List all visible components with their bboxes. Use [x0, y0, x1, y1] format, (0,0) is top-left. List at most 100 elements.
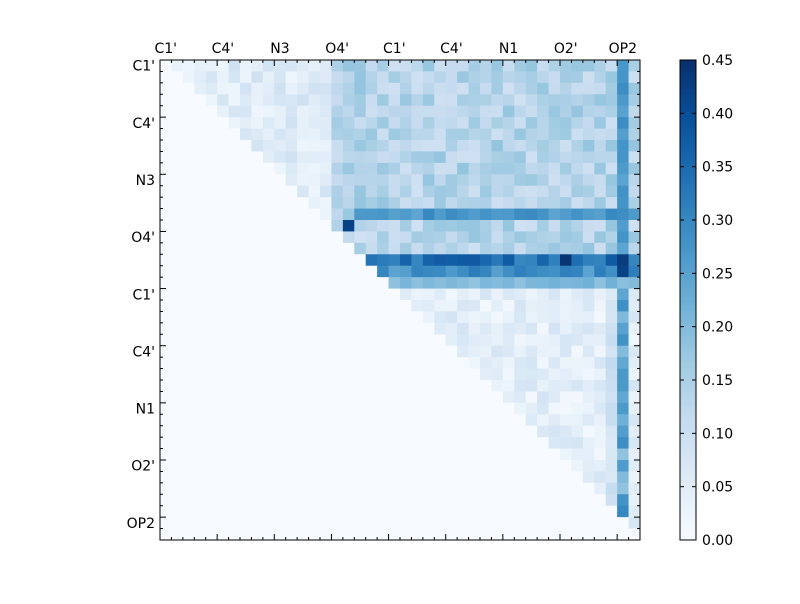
heatmap-cell — [422, 448, 435, 461]
heatmap-cell — [320, 425, 332, 438]
heatmap-cell — [411, 117, 424, 129]
heatmap-cell — [365, 311, 378, 324]
heatmap-cell — [377, 494, 389, 507]
heatmap-cell — [468, 105, 481, 118]
heatmap-cell — [502, 322, 515, 335]
heatmap-cell — [628, 300, 641, 312]
heatmap-cell — [582, 448, 595, 461]
heatmap-cell — [331, 128, 344, 141]
heatmap-cell — [560, 391, 572, 404]
heatmap-cell — [331, 460, 344, 472]
heatmap-cell — [537, 391, 549, 404]
heatmap-cell — [560, 208, 572, 221]
heatmap-cell — [605, 140, 618, 152]
heatmap-cell — [468, 242, 481, 255]
heatmap-cell — [548, 117, 561, 129]
heatmap-cell — [594, 322, 607, 335]
heatmap-cell — [468, 334, 481, 347]
heatmap-cell — [445, 254, 458, 267]
heatmap-cell — [491, 425, 504, 438]
heatmap-cell — [251, 448, 264, 461]
heatmap-cell — [422, 265, 435, 278]
colorbar-gradient — [679, 59, 697, 541]
heatmap-cell — [342, 220, 355, 232]
heatmap-cell — [297, 254, 309, 267]
heatmap-cell — [457, 60, 469, 72]
heatmap-cell — [171, 471, 184, 484]
heatmap-cell — [205, 368, 218, 381]
heatmap-cell — [491, 517, 504, 529]
heatmap-cell — [400, 197, 412, 209]
heatmap-cell — [468, 128, 481, 141]
heatmap-cell — [274, 334, 287, 347]
heatmap-cell — [434, 380, 447, 392]
heatmap-cell — [217, 231, 229, 244]
heatmap-cell — [468, 414, 481, 427]
heatmap-cell — [240, 494, 252, 507]
heatmap-cell — [320, 334, 332, 347]
heatmap-cell — [240, 254, 252, 267]
heatmap-cell — [605, 391, 618, 404]
heatmap-cell — [502, 311, 515, 324]
heatmap-cell — [605, 471, 618, 484]
heatmap-cell — [457, 334, 469, 347]
heatmap-cell — [388, 402, 401, 415]
heatmap-cell — [411, 345, 424, 358]
heatmap-cell — [342, 60, 355, 72]
heatmap-cell — [445, 185, 458, 198]
heatmap-cell — [445, 460, 458, 472]
heatmap-cell — [285, 322, 298, 335]
heatmap-cell — [434, 334, 447, 347]
heatmap-cell — [228, 117, 241, 129]
heatmap-cell — [434, 425, 447, 438]
heatmap-cell — [560, 117, 572, 129]
heatmap-cell — [285, 94, 298, 107]
heatmap-cell — [525, 174, 538, 187]
heatmap-cell — [514, 185, 527, 198]
heatmap-cell — [331, 505, 344, 518]
heatmap-cell — [182, 105, 195, 118]
heatmap-cell — [331, 368, 344, 381]
heatmap-cell — [468, 60, 481, 72]
heatmap-cell — [194, 162, 207, 175]
heatmap-cell — [400, 345, 412, 358]
heatmap-cell — [411, 311, 424, 324]
heatmap-cell — [411, 300, 424, 312]
heatmap-cell — [308, 391, 321, 404]
heatmap-cell — [274, 117, 287, 129]
heatmap-cell — [182, 208, 195, 221]
heatmap-cell — [240, 322, 252, 335]
heatmap-cell — [560, 105, 572, 118]
heatmap-cell — [400, 288, 412, 301]
heatmap-cell — [582, 288, 595, 301]
heatmap-cell — [525, 437, 538, 449]
heatmap-cell — [594, 174, 607, 187]
heatmap-cell — [537, 345, 549, 358]
heatmap-cell — [354, 334, 367, 347]
heatmap-cell — [297, 357, 309, 369]
heatmap-cell — [262, 448, 275, 461]
heatmap-cell — [411, 414, 424, 427]
heatmap-cell — [537, 311, 549, 324]
heatmap-cell — [251, 311, 264, 324]
heatmap-cell — [182, 482, 195, 495]
heatmap-cell — [228, 185, 241, 198]
heatmap-cell — [228, 471, 241, 484]
heatmap-cell — [228, 174, 241, 187]
colorbar-tick-label: 0.20 — [702, 320, 733, 336]
heatmap-cell — [525, 322, 538, 335]
heatmap-cell — [308, 517, 321, 529]
heatmap-cell — [274, 357, 287, 369]
heatmap-cell — [422, 414, 435, 427]
heatmap-cell — [491, 368, 504, 381]
heatmap-cell — [560, 82, 572, 95]
heatmap-cell — [502, 368, 515, 381]
heatmap-cell — [434, 402, 447, 415]
heatmap-cell — [594, 94, 607, 107]
heatmap-cell — [365, 117, 378, 129]
heatmap-cell — [285, 460, 298, 472]
heatmap-cell — [182, 82, 195, 95]
heatmap-cell — [331, 482, 344, 495]
heatmap-cell — [365, 425, 378, 438]
heatmap-cell — [514, 414, 527, 427]
